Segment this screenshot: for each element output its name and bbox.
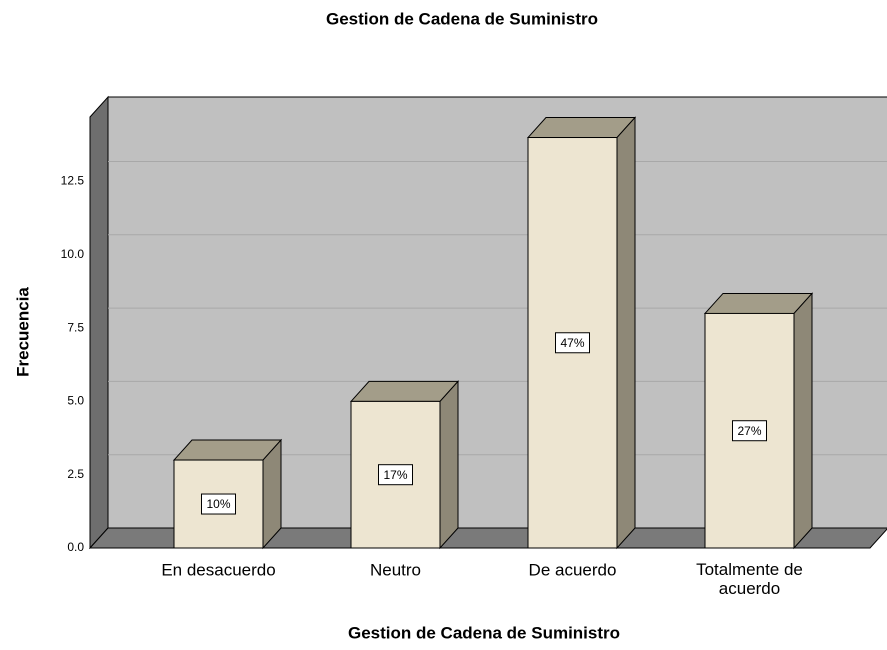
x-tick-label: Totalmente de acuerdo — [696, 560, 803, 598]
x-tick-label: En desacuerdo — [161, 560, 275, 579]
data-label: 10% — [206, 497, 230, 511]
data-label: 47% — [560, 336, 584, 350]
bar-side — [793, 292, 813, 550]
data-label-box — [555, 332, 590, 354]
bar-top — [172, 439, 283, 461]
chart-title: Gestion de Cadena de Suministro — [326, 9, 598, 28]
x-axis-title: Gestion de Cadena de Suministro — [348, 623, 620, 642]
data-label-box — [201, 493, 236, 515]
bar-top — [526, 117, 637, 139]
y-tick-label: 7.5 — [67, 320, 84, 334]
x-tick-label-line: Totalmente de — [696, 560, 803, 579]
bar-side — [616, 116, 636, 550]
bar — [349, 380, 460, 550]
y-axis-title: Frecuencia — [13, 287, 32, 377]
x-tick-label-line: acuerdo — [719, 579, 780, 598]
y-tick-label: 12.5 — [61, 174, 85, 188]
bar-side — [439, 380, 459, 550]
data-label: 27% — [737, 424, 761, 438]
data-label: 17% — [383, 468, 407, 482]
y-tick-label: 5.0 — [67, 394, 84, 408]
bar-top — [349, 380, 460, 402]
x-tick-label: Neutro — [370, 560, 421, 579]
x-tick-label: De acuerdo — [529, 560, 617, 579]
y-tick-label: 2.5 — [67, 467, 84, 481]
y-tick-label: 10.0 — [61, 247, 85, 261]
y-tick-label: 0.0 — [67, 540, 84, 554]
side-wall — [89, 95, 109, 550]
data-label-box — [732, 420, 767, 442]
data-label-box — [378, 464, 413, 486]
bar-top — [703, 292, 814, 314]
